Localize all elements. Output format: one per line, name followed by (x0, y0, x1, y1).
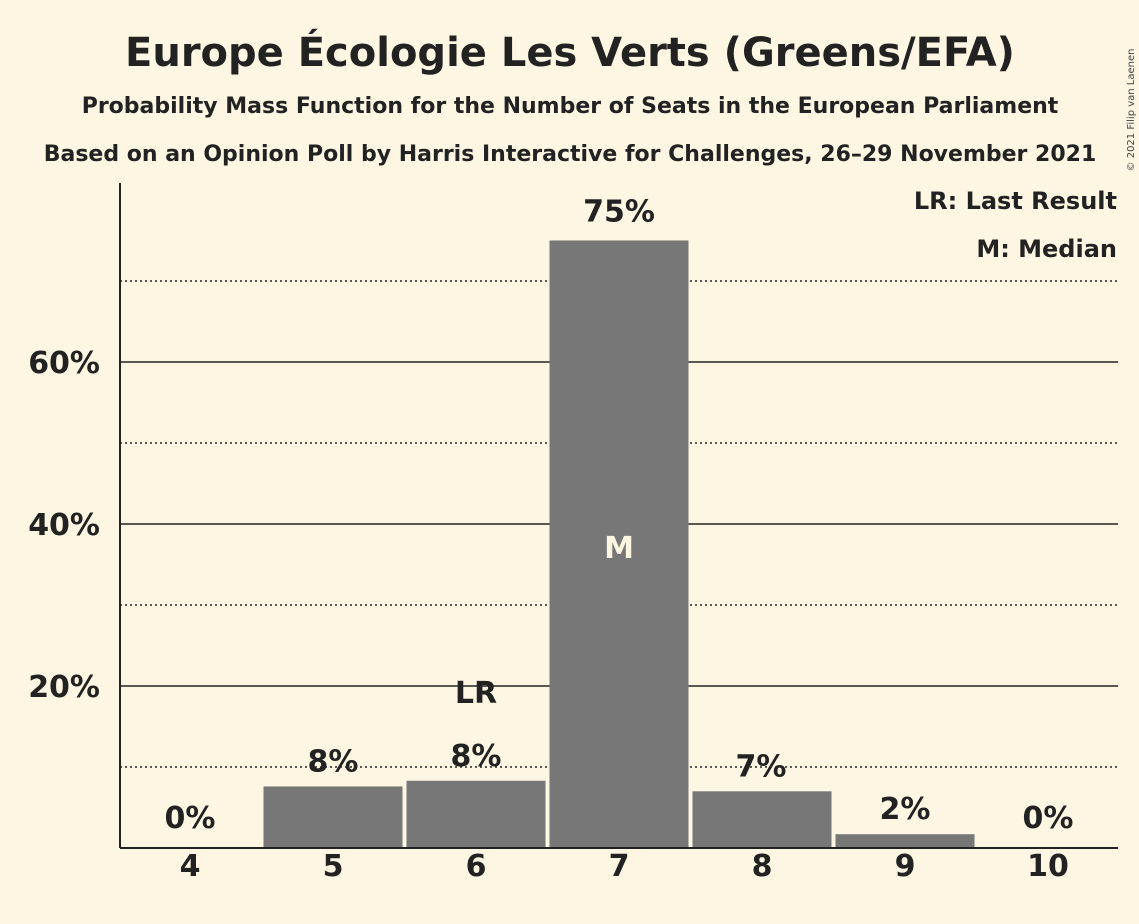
chart-subtitle: Probability Mass Function for the Number… (82, 94, 1059, 119)
value-label: 8% (451, 739, 502, 774)
x-tick-label: 6 (466, 849, 487, 884)
x-tick-label: 10 (1027, 849, 1069, 884)
value-label: 8% (308, 744, 359, 779)
median-marker: M (604, 531, 634, 566)
value-label: 7% (736, 749, 787, 784)
labels: 0% 8% 8% LR 75% M 7% 2% 0% (165, 195, 1074, 837)
bar-7 (549, 240, 689, 848)
bar-5 (263, 786, 403, 848)
x-tick-label: 8 (752, 849, 773, 884)
chart-title: Europe Écologie Les Verts (Greens/EFA) (125, 28, 1015, 76)
bar-8 (692, 791, 832, 848)
copyright-text: © 2021 Filip van Laenen (1126, 49, 1137, 172)
bar-6 (406, 780, 546, 848)
value-label: 75% (583, 195, 655, 230)
y-tick-label: 40% (28, 508, 100, 543)
x-tick-label: 5 (323, 849, 344, 884)
x-tick-label: 7 (609, 849, 630, 884)
value-label: 2% (880, 792, 931, 827)
bar-9 (835, 834, 975, 848)
x-tick-label: 4 (180, 849, 201, 884)
chart-subtitle-source: Based on an Opinion Poll by Harris Inter… (44, 142, 1097, 167)
y-tick-label: 20% (28, 670, 100, 705)
y-tick-label: 60% (28, 346, 100, 381)
bars (263, 240, 975, 848)
last-result-marker: LR (455, 676, 497, 711)
x-tick-label: 9 (895, 849, 916, 884)
legend-median: M: Median (976, 235, 1117, 263)
legend-last-result: LR: Last Result (914, 187, 1117, 215)
value-label: 0% (1023, 801, 1074, 836)
axes: 20% 40% 60% 4 5 6 7 8 9 10 (28, 183, 1118, 884)
value-label: 0% (165, 801, 216, 836)
